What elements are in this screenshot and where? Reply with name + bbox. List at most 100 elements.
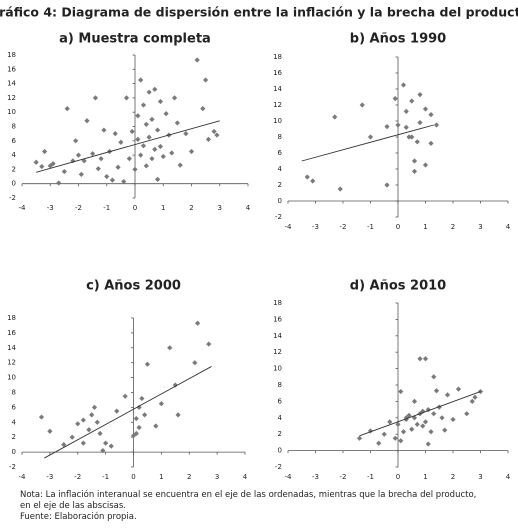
point xyxy=(417,120,423,126)
x-tick-label: 2 xyxy=(451,473,455,481)
y-tick-label: 4 xyxy=(278,165,283,173)
x-tick-label: -1 xyxy=(367,473,374,481)
x-tick-label: 4 xyxy=(246,204,251,212)
point xyxy=(211,128,217,135)
note: Nota: La inflación interanual se encuent… xyxy=(20,490,477,500)
y-tick-label: 10 xyxy=(273,365,282,373)
point xyxy=(403,108,409,114)
point xyxy=(103,440,109,446)
point xyxy=(384,124,390,130)
point xyxy=(214,132,220,138)
point xyxy=(155,127,161,133)
y-tick-label: -2 xyxy=(275,213,282,221)
point xyxy=(172,382,178,388)
y-tick-label: 8 xyxy=(278,381,282,389)
x-tick-label: -3 xyxy=(46,473,53,481)
figure: Gráfico 4: Diagrama de dispersión entre … xyxy=(0,5,518,482)
point xyxy=(376,440,382,446)
x-tick-label: -4 xyxy=(285,223,293,231)
point xyxy=(160,153,166,160)
y-tick-label: -2 xyxy=(9,463,16,471)
x-tick-label: 1 xyxy=(423,223,427,231)
x-tick-label: 1 xyxy=(159,473,163,481)
point xyxy=(442,427,448,433)
point xyxy=(395,122,401,128)
point xyxy=(411,168,418,174)
y-tick-label: 16 xyxy=(7,329,16,337)
point xyxy=(409,134,415,140)
point xyxy=(444,392,451,398)
point xyxy=(177,162,183,168)
y-tick-label: -2 xyxy=(275,463,282,471)
point xyxy=(155,176,161,183)
point xyxy=(428,140,434,146)
point xyxy=(332,114,338,120)
y-tick-label: 4 xyxy=(12,151,17,159)
x-tick-label: -4 xyxy=(285,473,293,481)
x-tick-label: 2 xyxy=(451,223,455,231)
point xyxy=(101,127,107,133)
x-tick-label: 3 xyxy=(218,204,222,212)
trend-line xyxy=(36,120,220,173)
point xyxy=(200,106,206,112)
point xyxy=(61,442,67,448)
point xyxy=(433,122,440,128)
point xyxy=(411,398,418,404)
point xyxy=(310,178,316,184)
point xyxy=(73,138,79,144)
y-tick-label: 18 xyxy=(273,53,282,61)
point xyxy=(192,360,198,366)
point xyxy=(167,345,173,351)
point xyxy=(411,158,418,164)
point xyxy=(138,152,144,158)
point xyxy=(472,394,478,400)
y-tick-label: 6 xyxy=(12,403,17,411)
point xyxy=(188,148,195,155)
x-tick-label: -2 xyxy=(75,204,82,212)
point xyxy=(78,171,84,178)
point xyxy=(118,139,124,145)
y-tick-label: 6 xyxy=(278,397,283,405)
trend-line xyxy=(359,391,481,437)
point xyxy=(33,159,39,165)
point xyxy=(153,423,159,429)
x-tick-label: 1 xyxy=(423,473,427,481)
x-tick-label: 3 xyxy=(478,223,482,231)
point xyxy=(417,356,423,362)
point xyxy=(194,57,200,63)
point xyxy=(109,177,115,183)
x-tick-label: 2 xyxy=(187,473,191,481)
point xyxy=(428,112,434,118)
point xyxy=(406,412,412,418)
point xyxy=(398,438,404,444)
trend-line xyxy=(301,124,434,162)
point xyxy=(203,77,209,83)
point xyxy=(108,443,114,449)
point xyxy=(400,429,407,435)
point xyxy=(439,415,445,421)
point xyxy=(138,77,144,83)
point xyxy=(384,182,390,188)
x-tick-label: -2 xyxy=(74,473,81,481)
point xyxy=(39,163,45,170)
x-tick-label: 0 xyxy=(396,223,400,231)
point xyxy=(392,435,398,441)
x-tick-label: -3 xyxy=(312,473,319,481)
y-tick-label: 6 xyxy=(278,149,283,157)
x-tick-label: -2 xyxy=(340,473,347,481)
point xyxy=(47,428,53,434)
point xyxy=(183,131,189,137)
point xyxy=(158,401,164,407)
point xyxy=(337,186,343,192)
point xyxy=(123,95,130,101)
point xyxy=(171,95,178,101)
point xyxy=(422,356,429,362)
point xyxy=(428,429,434,435)
y-tick-label: 18 xyxy=(7,314,16,322)
point xyxy=(80,417,86,423)
point xyxy=(89,412,95,418)
point xyxy=(417,92,423,98)
x-tick-label: -1 xyxy=(102,473,109,481)
point xyxy=(149,156,155,162)
